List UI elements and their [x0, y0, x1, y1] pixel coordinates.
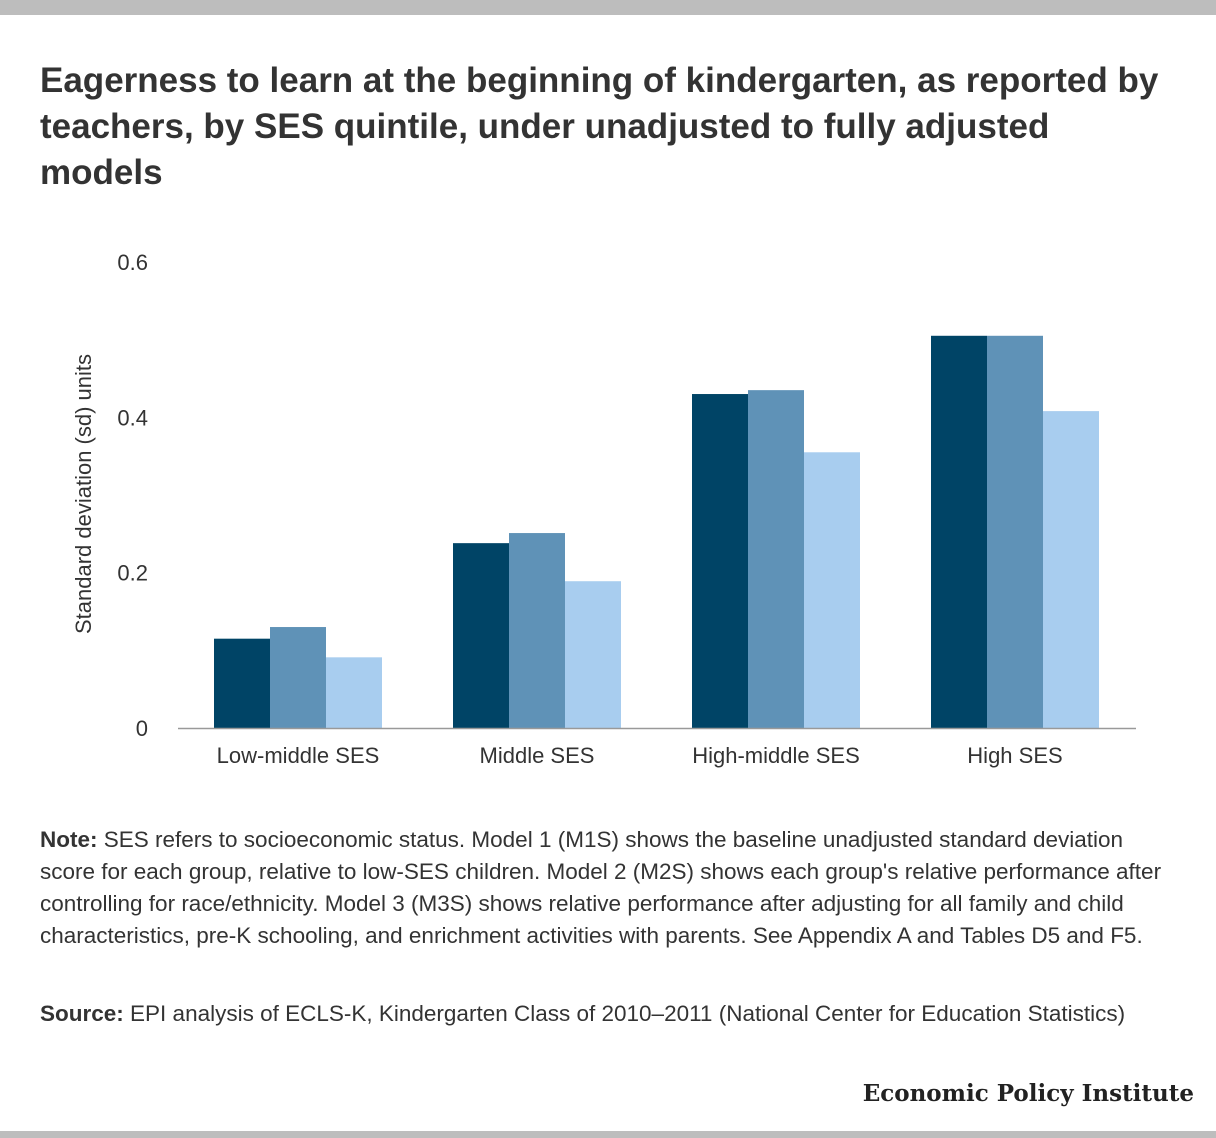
bar-2-middle-ses: [509, 533, 565, 728]
bottom-border-bar: [0, 1131, 1216, 1138]
note-body: SES refers to socioeconomic status. Mode…: [40, 827, 1162, 948]
bar-2-low-middle-ses: [270, 627, 326, 728]
source-body: EPI analysis of ECLS-K, Kindergarten Cla…: [123, 1001, 1126, 1026]
bar-1-low-middle-ses: [214, 638, 270, 728]
bar-1-high-ses: [931, 335, 987, 728]
bar-3-low-middle-ses: [326, 657, 382, 728]
y-axis-label: Standard deviation (sd) units: [71, 354, 96, 634]
bar-3-high-middle-ses: [804, 452, 860, 728]
y-tick-labels: 0 0.2 0.4 0.6: [117, 250, 148, 741]
x-tick-label: Low-middle SES: [217, 743, 380, 768]
bars: [214, 335, 1099, 728]
bar-chart: Standard deviation (sd) units 0 0.2 0.4 0.6…: [71, 250, 1136, 768]
y-axis-label-group: Standard deviation (sd) units: [71, 354, 96, 634]
note-lead: Note:: [40, 827, 98, 852]
bar-2-high-middle-ses: [748, 390, 804, 728]
chart-title: Eagerness to learn at the beginning of k…: [40, 61, 1159, 192]
bar-1-middle-ses: [453, 543, 509, 728]
y-tick-label: 0: [136, 716, 148, 741]
x-tick-label: High SES: [967, 743, 1062, 768]
y-tick-label: 0.2: [117, 561, 148, 586]
bar-3-middle-ses: [565, 581, 621, 728]
y-tick-label: 0.4: [117, 405, 148, 430]
bar-1-high-middle-ses: [692, 394, 748, 728]
top-border-bar: [0, 0, 1216, 15]
source-text: Source: EPI analysis of ECLS-K, Kinderga…: [40, 998, 1180, 1030]
source-lead: Source:: [40, 1001, 124, 1026]
bar-3-high-ses: [1043, 411, 1099, 728]
x-tick-label: High-middle SES: [692, 743, 860, 768]
bar-2-high-ses: [987, 335, 1043, 728]
x-tick-labels: Low-middle SES Middle SES High-middle SES H…: [217, 743, 1063, 768]
epi-logo: Economic Policy Institute: [862, 1080, 1194, 1107]
y-tick-label: 0.6: [117, 250, 148, 275]
x-tick-label: Middle SES: [480, 743, 595, 768]
note-text: Note: SES refers to socioeconomic status…: [40, 824, 1180, 952]
